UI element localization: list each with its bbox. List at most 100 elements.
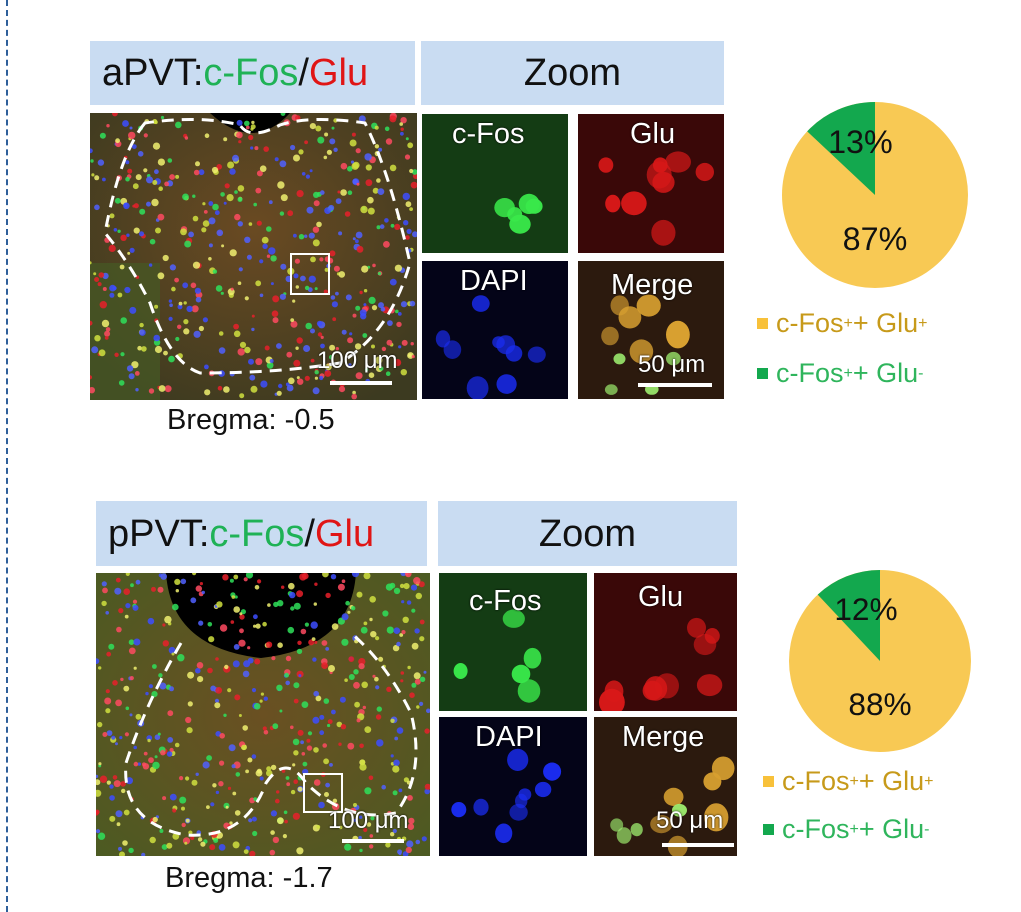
cell-dot xyxy=(131,361,139,369)
cell-dot xyxy=(361,681,369,689)
cell-dot xyxy=(331,709,336,715)
cell-dot xyxy=(358,663,365,670)
cell-dot xyxy=(270,282,274,286)
ppvt-zoom-cfos-label: c-Fos xyxy=(469,585,542,617)
cell-dot xyxy=(314,376,318,380)
cell-dot xyxy=(402,192,410,201)
cell-dot xyxy=(197,676,204,683)
cell-dot xyxy=(364,726,372,733)
cell-dot xyxy=(320,335,324,339)
cell-blob xyxy=(527,346,546,363)
ppvt-scalebar-label: 100 μm xyxy=(328,807,409,834)
cell-dot xyxy=(242,725,248,731)
cell-dot xyxy=(175,174,180,179)
cell-dot xyxy=(400,369,407,376)
cell-dot xyxy=(309,123,316,130)
cell-dot xyxy=(368,372,375,379)
cell-dot xyxy=(280,113,286,116)
cell-dot xyxy=(286,351,293,358)
cell-dot xyxy=(250,127,254,131)
cell-dot xyxy=(190,282,197,289)
cell-dot xyxy=(202,317,208,323)
cell-dot xyxy=(219,624,228,632)
cell-dot xyxy=(192,215,199,222)
cell-dot xyxy=(269,359,274,363)
cell-dot xyxy=(266,226,272,232)
cell-dot xyxy=(158,673,163,678)
cell-dot xyxy=(392,790,398,796)
cell-dot xyxy=(207,622,213,627)
cell-dot xyxy=(115,699,122,707)
cell-dot xyxy=(302,761,308,767)
cell-dot xyxy=(106,651,112,657)
apvt-legend-glu-negative: c-Fos + + Glu - xyxy=(757,358,923,389)
cell-dot xyxy=(319,730,325,736)
cell-dot xyxy=(169,264,176,271)
cell-dot xyxy=(419,636,425,642)
cell-dot xyxy=(133,666,137,670)
cell-blob xyxy=(495,823,513,844)
cell-dot xyxy=(167,158,173,163)
cell-blob xyxy=(666,320,690,349)
cell-dot xyxy=(405,235,410,240)
cell-dot xyxy=(187,701,193,707)
cell-dot xyxy=(195,667,201,674)
cell-dot xyxy=(369,596,377,603)
cell-dot xyxy=(390,754,394,758)
apvt-region-label: aPVT: xyxy=(102,52,204,94)
cell-blob xyxy=(610,818,624,832)
cell-dot xyxy=(350,160,355,164)
cell-dot xyxy=(151,198,159,207)
apvt-zoom-glu-label: Glu xyxy=(630,118,676,150)
cell-dot xyxy=(115,138,120,144)
cell-dot xyxy=(418,581,425,588)
cell-blob xyxy=(492,336,505,349)
cell-dot xyxy=(211,166,219,174)
cell-dot xyxy=(109,795,115,801)
cell-dot xyxy=(204,389,211,396)
cell-dot xyxy=(183,328,190,335)
cell-dot xyxy=(351,573,360,578)
cell-dot xyxy=(394,264,402,272)
cell-dot xyxy=(355,239,359,244)
cell-dot xyxy=(351,606,356,611)
legend-neg-base: c-Fos xyxy=(776,358,844,388)
cell-dot xyxy=(354,701,360,708)
cell-dot xyxy=(307,731,313,736)
cell-dot xyxy=(337,583,345,591)
cell-dot xyxy=(234,213,241,221)
cell-dot xyxy=(121,788,126,794)
cell-dot xyxy=(229,249,237,257)
cell-dot xyxy=(375,636,380,641)
cell-dot xyxy=(135,388,139,392)
cell-dot xyxy=(248,222,253,226)
cell-dot xyxy=(190,597,197,604)
ppvt-zoom-title: Zoom xyxy=(438,501,737,566)
cell-dot xyxy=(146,176,153,184)
cell-dot xyxy=(415,592,422,600)
cell-dot xyxy=(147,738,151,743)
cell-dot xyxy=(90,387,95,394)
cell-blob xyxy=(629,339,654,364)
cell-dot xyxy=(234,810,241,816)
cell-dot xyxy=(245,125,250,130)
cell-dot xyxy=(219,733,225,739)
cell-dot xyxy=(370,631,377,638)
apvt-zoom-dapi-label: DAPI xyxy=(460,265,528,297)
cell-dot xyxy=(271,656,276,661)
cell-blob xyxy=(601,326,619,346)
cell-blob xyxy=(704,803,729,832)
cell-blob xyxy=(696,674,723,697)
cell-dot xyxy=(344,678,348,682)
cell-dot xyxy=(328,204,335,211)
cell-dot xyxy=(239,341,247,348)
cell-dot xyxy=(256,170,263,177)
cell-dot xyxy=(154,304,159,309)
cell-dot xyxy=(329,250,336,257)
cell-dot xyxy=(411,608,416,613)
cell-dot xyxy=(323,758,329,765)
cell-dot xyxy=(122,840,128,846)
cell-dot xyxy=(333,147,338,152)
cell-dot xyxy=(119,851,125,856)
cell-dot xyxy=(175,121,182,129)
